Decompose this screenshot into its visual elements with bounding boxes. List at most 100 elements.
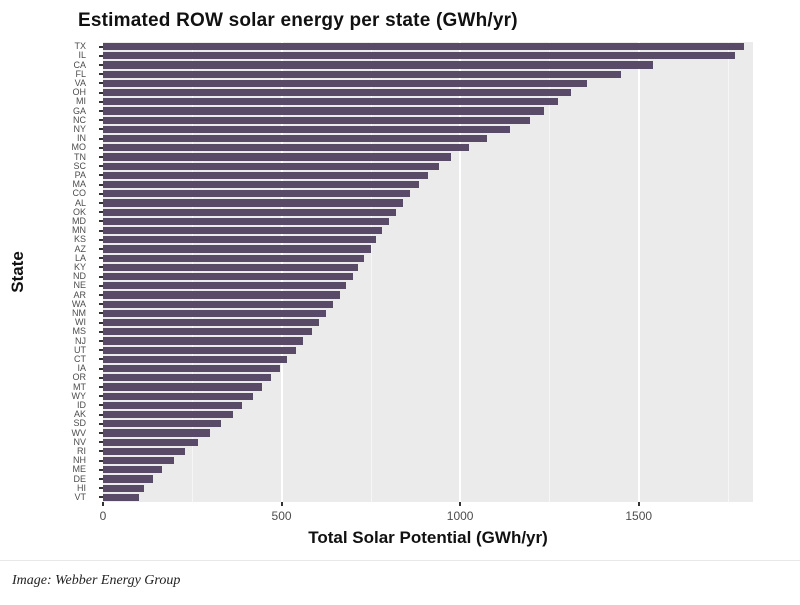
y-tick-mark <box>99 82 103 85</box>
y-axis-label: ME <box>72 464 87 475</box>
y-axis-label: OR <box>72 372 87 383</box>
y-axis-label: AL <box>74 197 86 208</box>
bar-row <box>103 134 753 143</box>
bar <box>103 98 559 106</box>
y-tick-mark <box>99 284 103 287</box>
bar <box>103 438 198 446</box>
y-axis-label: MN <box>72 225 86 236</box>
bar-row <box>103 189 753 198</box>
major-gridline <box>280 42 283 502</box>
bar <box>103 319 320 327</box>
x-tick-mark <box>102 502 104 506</box>
bar-row <box>103 226 753 235</box>
y-tick-mark <box>99 128 103 131</box>
bar <box>103 217 389 225</box>
bar <box>103 144 470 152</box>
bar-row <box>103 355 753 364</box>
y-tick-mark <box>99 220 103 223</box>
y-axis-label: KY <box>73 261 86 272</box>
bar-row <box>103 382 753 391</box>
y-axis-label: AZ <box>74 243 86 254</box>
bar <box>103 254 364 262</box>
bar <box>103 273 353 281</box>
y-tick-mark <box>99 137 103 140</box>
bar <box>103 383 262 391</box>
y-axis-label: NC <box>73 114 86 125</box>
bar <box>103 411 234 419</box>
bar-row <box>103 410 753 419</box>
bar-row <box>103 106 753 115</box>
y-tick-mark <box>99 45 103 48</box>
bar <box>103 153 452 161</box>
x-tick-label: 500 <box>271 509 292 523</box>
y-axis-label: SD <box>73 418 86 429</box>
y-axis-label: NH <box>73 455 86 466</box>
bar <box>103 52 736 60</box>
y-axis-label: NM <box>72 307 86 318</box>
bar-row <box>103 208 753 217</box>
y-axis-label: MS <box>72 326 87 337</box>
bar-row <box>103 447 753 456</box>
y-tick-mark <box>99 202 103 204</box>
bar-row <box>103 300 753 309</box>
bar <box>103 346 296 354</box>
y-tick-mark <box>99 183 103 186</box>
bar <box>103 291 341 299</box>
y-axis-label: IA <box>77 363 86 374</box>
y-tick-mark <box>99 340 103 342</box>
y-axis-label: HI <box>77 482 86 493</box>
y-tick-mark <box>99 468 103 471</box>
chart-title: Estimated ROW solar energy per state (GW… <box>78 10 518 31</box>
y-tick-mark <box>99 312 103 315</box>
bar <box>103 392 253 400</box>
y-tick-mark <box>99 100 103 103</box>
bar <box>103 328 312 336</box>
y-axis-label: UT <box>74 344 86 355</box>
bar-row <box>103 88 753 97</box>
bar-row <box>103 171 753 180</box>
bar <box>103 43 745 51</box>
y-axis-label: DE <box>73 473 86 484</box>
y-tick-mark <box>99 487 103 490</box>
y-tick-mark <box>99 91 103 94</box>
y-axis-label: SC <box>73 160 86 171</box>
y-tick-mark <box>99 441 103 444</box>
y-tick-mark <box>99 422 103 425</box>
y-tick-mark <box>99 386 103 388</box>
minor-gridline <box>192 42 194 502</box>
bar <box>103 447 186 455</box>
y-tick-mark <box>99 146 103 149</box>
y-axis-label: PA <box>74 169 86 180</box>
y-axis-label: AK <box>73 409 86 420</box>
y-axis-label: WV <box>71 427 87 438</box>
major-gridline <box>459 42 462 502</box>
bar-row <box>103 143 753 152</box>
bar-row <box>103 198 753 207</box>
y-axis-label: ND <box>73 271 86 282</box>
y-tick-mark <box>99 119 103 122</box>
x-tick-mark <box>459 502 462 506</box>
bar <box>103 125 511 133</box>
bar-row <box>103 281 753 290</box>
y-tick-mark <box>99 478 103 480</box>
x-tick-mark <box>280 502 283 506</box>
y-tick-mark <box>99 303 103 306</box>
y-axis-label: WA <box>71 298 86 309</box>
x-tick-label: 1500 <box>625 509 653 523</box>
bar <box>103 475 153 483</box>
bar <box>103 116 530 124</box>
bar <box>103 401 243 409</box>
y-tick-mark <box>99 257 103 260</box>
bar <box>103 190 411 198</box>
minor-gridline <box>728 42 729 502</box>
bar <box>103 162 439 170</box>
bar-row <box>103 97 753 106</box>
bar-row <box>103 51 753 60</box>
bar-row <box>103 465 753 474</box>
y-axis-labels: TX IL CA FL VA OH MI GA NC NY IN MO TN SC PA MA CO AL OK MD… <box>0 42 96 502</box>
major-gridline <box>637 42 640 502</box>
bar-row <box>103 235 753 244</box>
y-axis-label: IL <box>78 50 86 61</box>
y-tick-mark <box>99 165 103 168</box>
y-tick-mark <box>99 349 103 352</box>
